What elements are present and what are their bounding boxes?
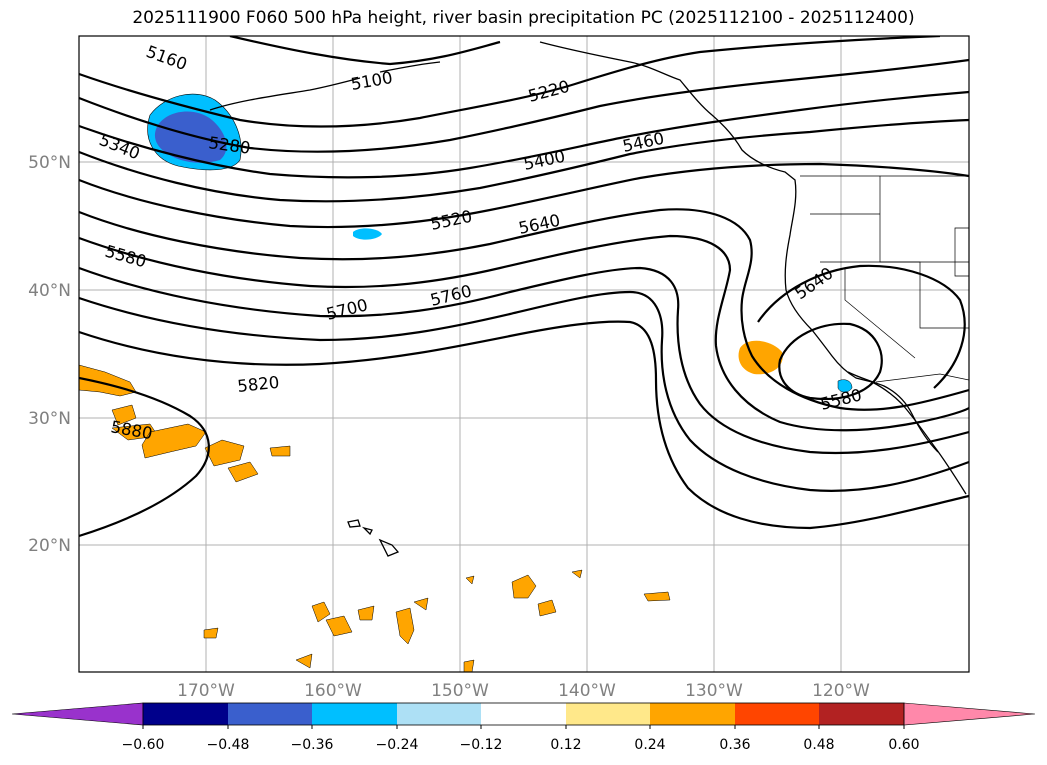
pos-precip-central-3 xyxy=(643,591,671,602)
colorbar-tick-label: 0.12 xyxy=(550,737,581,753)
pos-precip-central-1 xyxy=(511,574,537,599)
contour-5880 xyxy=(79,376,210,538)
figure-title: 2025111900 F060 500 hPa height, river ba… xyxy=(132,8,915,28)
contour-5220 xyxy=(79,36,941,128)
colorbar-segment xyxy=(566,703,650,725)
colorbar-tick-label: 0.36 xyxy=(719,737,750,753)
lat-label: 30°N xyxy=(28,409,71,429)
latitude-labels: 50°N 40°N 30°N 20°N xyxy=(28,153,71,556)
hawaii-island xyxy=(378,538,400,557)
colorbar-segment xyxy=(650,703,735,725)
pos-precip-south-2 xyxy=(325,615,353,637)
lon-label: 160°W xyxy=(304,681,362,701)
contour-5280 xyxy=(79,58,969,153)
alaska-peninsula xyxy=(379,61,441,73)
lat-label: 40°N xyxy=(28,281,71,301)
lon-label: 140°W xyxy=(558,681,616,701)
contour-5760 xyxy=(79,290,969,492)
colorbar-segment xyxy=(481,703,566,725)
pos-precip-west-7 xyxy=(269,445,291,457)
pos-precip-south-3 xyxy=(357,605,375,621)
pos-precip-south-6 xyxy=(203,627,219,639)
neg-precip-midpacific xyxy=(353,228,382,240)
lat-label: 20°N xyxy=(28,536,71,556)
contour-label: 5820 xyxy=(236,373,280,396)
lon-label: 170°W xyxy=(177,681,235,701)
colorbar-outline xyxy=(142,702,905,726)
colorbar-extend-max xyxy=(903,702,1036,726)
colorbar-tick-label: −0.48 xyxy=(207,737,250,753)
pos-precip-south-5 xyxy=(413,597,429,611)
contour-5460 xyxy=(79,118,969,203)
gridlines xyxy=(79,36,969,672)
height-contours xyxy=(79,36,969,538)
lon-label: 120°W xyxy=(812,681,870,701)
colorbar-tick-label: 0.24 xyxy=(634,737,665,753)
hawaii-oahu xyxy=(361,526,373,536)
contour-5520 xyxy=(79,162,969,229)
baja-coastline xyxy=(847,371,939,453)
aleutian-chain xyxy=(209,77,361,111)
state-inset xyxy=(954,227,969,277)
nevada-border xyxy=(820,261,969,329)
colorbar-extend-min xyxy=(11,702,144,726)
pos-precip-central-4 xyxy=(571,569,583,579)
contour-5400 xyxy=(79,90,969,179)
contour-labels: 5160 5100 5220 5340 5280 5400 5460 5520 … xyxy=(97,42,864,443)
colorbar-tick-label: −0.12 xyxy=(460,737,503,753)
colorbar-segment xyxy=(143,703,228,725)
pos-precip-south-1 xyxy=(311,601,331,623)
colorbar-segment xyxy=(819,703,904,725)
colorbar: −0.60 −0.48 −0.36 −0.24 −0.12 0.12 0.24 … xyxy=(11,702,1036,753)
pos-precip-south-8 xyxy=(463,659,475,672)
california-border xyxy=(844,268,916,359)
colorbar-segment xyxy=(735,703,819,725)
neg-precip-baja xyxy=(837,379,853,393)
pos-precip-west-6 xyxy=(227,461,259,483)
pos-precip-west-2 xyxy=(111,404,137,426)
colorbar-tick-label: −0.36 xyxy=(291,737,334,753)
colorbar-tick-label: −0.60 xyxy=(122,737,165,753)
contour-5580-closed-low xyxy=(778,322,883,401)
longitude-labels: 170°W 160°W 150°W 140°W 130°W 120°W xyxy=(177,681,870,701)
neg-precip-aleutian-core xyxy=(154,111,227,163)
colorbar-segment xyxy=(228,703,312,725)
us-mexico-border xyxy=(875,373,969,383)
colorbar-tick-label: 0.60 xyxy=(888,737,919,753)
lon-label: 130°W xyxy=(685,681,743,701)
contour-5640 xyxy=(79,234,969,432)
colorbar-segment xyxy=(312,703,397,725)
coastlines xyxy=(209,41,967,557)
pos-precip-south-7 xyxy=(295,653,313,669)
pos-precip-west-5 xyxy=(204,439,245,467)
state-borders xyxy=(800,175,969,383)
lat-label: 50°N xyxy=(28,153,71,173)
colorbar-tick-label: 0.48 xyxy=(803,737,834,753)
pos-precip-central-5 xyxy=(465,575,475,585)
contour-5820 xyxy=(79,320,969,530)
hawaii-kauai xyxy=(347,519,361,528)
north-america-coastline xyxy=(539,41,967,495)
colorbar-tick-label: −0.24 xyxy=(376,737,419,753)
contour-5100 xyxy=(229,36,501,66)
contour-5640-low xyxy=(757,264,966,389)
pos-precip-west-4 xyxy=(141,423,207,459)
lon-label: 150°W xyxy=(431,681,489,701)
pos-precip-central-2 xyxy=(537,599,557,617)
pos-precip-south-4 xyxy=(395,607,415,645)
map-frame xyxy=(78,35,970,673)
colorbar-segment xyxy=(397,703,481,725)
contour-5700 xyxy=(79,266,969,455)
